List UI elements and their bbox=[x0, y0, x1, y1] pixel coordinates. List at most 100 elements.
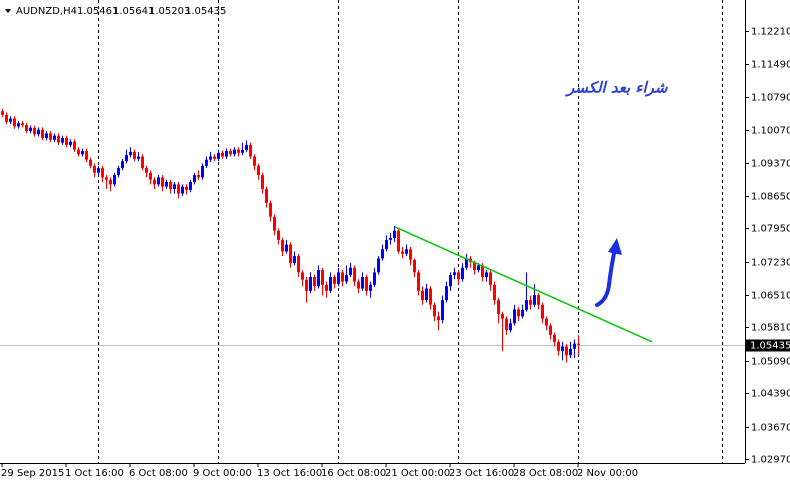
candle-body bbox=[429, 288, 432, 305]
x-tick-label: 29 Sep 2015 bbox=[1, 468, 64, 479]
candle-body bbox=[113, 175, 116, 185]
y-tick-label: 1.11490 bbox=[751, 60, 790, 71]
y-tick-label: 1.10070 bbox=[751, 126, 790, 137]
candle-body bbox=[105, 177, 108, 180]
price-label-box bbox=[746, 339, 790, 352]
candle-body bbox=[505, 318, 508, 331]
candle-body bbox=[401, 251, 404, 254]
candle-body bbox=[289, 244, 292, 264]
candle-body bbox=[309, 276, 312, 291]
candle-body bbox=[409, 249, 412, 260]
candle-body bbox=[509, 323, 512, 331]
candle-body bbox=[221, 152, 224, 157]
candle-body bbox=[501, 314, 504, 319]
x-tick-label: 1 Oct 16:00 bbox=[65, 468, 124, 479]
candle-body bbox=[489, 272, 492, 285]
candle-body bbox=[485, 272, 488, 277]
candle-body bbox=[481, 265, 484, 277]
y-tick-label: 1.04390 bbox=[751, 389, 790, 400]
arrow bbox=[595, 246, 617, 307]
candle-body bbox=[77, 149, 80, 155]
x-tick-label: 9 Oct 00:00 bbox=[193, 468, 252, 479]
candle-body bbox=[241, 150, 244, 153]
candle-body bbox=[17, 123, 20, 127]
x-tick-label: 21 Oct 00:00 bbox=[385, 468, 450, 479]
candle-body bbox=[413, 259, 416, 273]
candle-body bbox=[61, 137, 64, 143]
candle-body bbox=[385, 239, 388, 250]
candle-body bbox=[73, 141, 76, 150]
x-tick-label: 2 Nov 00:00 bbox=[577, 468, 638, 479]
x-tick-label: 23 Oct 16:00 bbox=[449, 468, 514, 479]
candle-body bbox=[233, 149, 236, 155]
candle-body bbox=[369, 284, 372, 291]
candle-body bbox=[565, 346, 568, 356]
candle-body bbox=[293, 256, 296, 264]
candle-body bbox=[277, 230, 280, 240]
menu-triangle[interactable] bbox=[5, 9, 11, 13]
candle-body bbox=[249, 144, 252, 157]
candle-body bbox=[137, 156, 140, 159]
candle-body bbox=[69, 141, 72, 145]
candle-body bbox=[541, 304, 544, 319]
y-tick-label: 1.03670 bbox=[751, 423, 790, 434]
candle-body bbox=[265, 188, 268, 203]
candle-body bbox=[445, 286, 448, 301]
candle-body bbox=[25, 125, 28, 132]
x-tick-label: 16 Oct 08:00 bbox=[321, 468, 386, 479]
candle-body bbox=[125, 155, 128, 162]
candle-body bbox=[549, 325, 552, 335]
candle-body bbox=[569, 348, 572, 356]
y-tick-label: 1.07230 bbox=[751, 258, 790, 269]
candle-body bbox=[157, 177, 160, 185]
candle-body bbox=[397, 230, 400, 252]
candle-body bbox=[5, 114, 8, 122]
candle-body bbox=[405, 249, 408, 254]
candle-body bbox=[553, 334, 556, 342]
candle-body bbox=[169, 182, 172, 189]
candle-body bbox=[109, 179, 112, 185]
candle-body bbox=[437, 316, 440, 321]
candle-body bbox=[521, 309, 524, 317]
candle-body bbox=[317, 270, 320, 287]
candle-body bbox=[97, 168, 100, 173]
x-tick-label: 28 Oct 08:00 bbox=[513, 468, 578, 479]
candle-body bbox=[357, 281, 360, 289]
candle-body bbox=[245, 144, 248, 151]
candle-body bbox=[465, 258, 468, 268]
candle-body bbox=[417, 272, 420, 291]
candle-body bbox=[153, 179, 156, 185]
high-label: 1.05641 bbox=[113, 6, 154, 17]
candle-body bbox=[149, 172, 152, 180]
y-tick-label: 1.08650 bbox=[751, 192, 790, 203]
trendline bbox=[394, 226, 653, 343]
candle-body bbox=[477, 265, 480, 271]
y-tick-label: 1.09370 bbox=[751, 159, 790, 170]
candle-body bbox=[301, 272, 304, 280]
candle-body bbox=[21, 123, 24, 126]
candle-body bbox=[201, 165, 204, 178]
annotation: شراء بعد الكسر bbox=[565, 79, 669, 97]
candle-body bbox=[189, 182, 192, 190]
candle-body bbox=[33, 127, 36, 135]
candle-body bbox=[365, 276, 368, 291]
candle-body bbox=[545, 318, 548, 326]
candle-body bbox=[393, 230, 396, 239]
candle-body bbox=[497, 300, 500, 315]
candle-body bbox=[29, 127, 32, 132]
candle-body bbox=[213, 156, 216, 159]
candle-body bbox=[237, 149, 240, 153]
candle-body bbox=[205, 159, 208, 166]
candle-body bbox=[353, 267, 356, 282]
open-label: 1.05461 bbox=[77, 6, 118, 17]
candle-body bbox=[313, 276, 316, 287]
candle-body bbox=[517, 309, 520, 317]
candle-body bbox=[229, 150, 232, 155]
candle-body bbox=[381, 249, 384, 259]
candle-body bbox=[257, 165, 260, 176]
y-tick-label: 1.05810 bbox=[751, 323, 790, 334]
candle-body bbox=[341, 272, 344, 282]
candle-body bbox=[577, 343, 580, 345]
candle-body bbox=[49, 133, 52, 140]
